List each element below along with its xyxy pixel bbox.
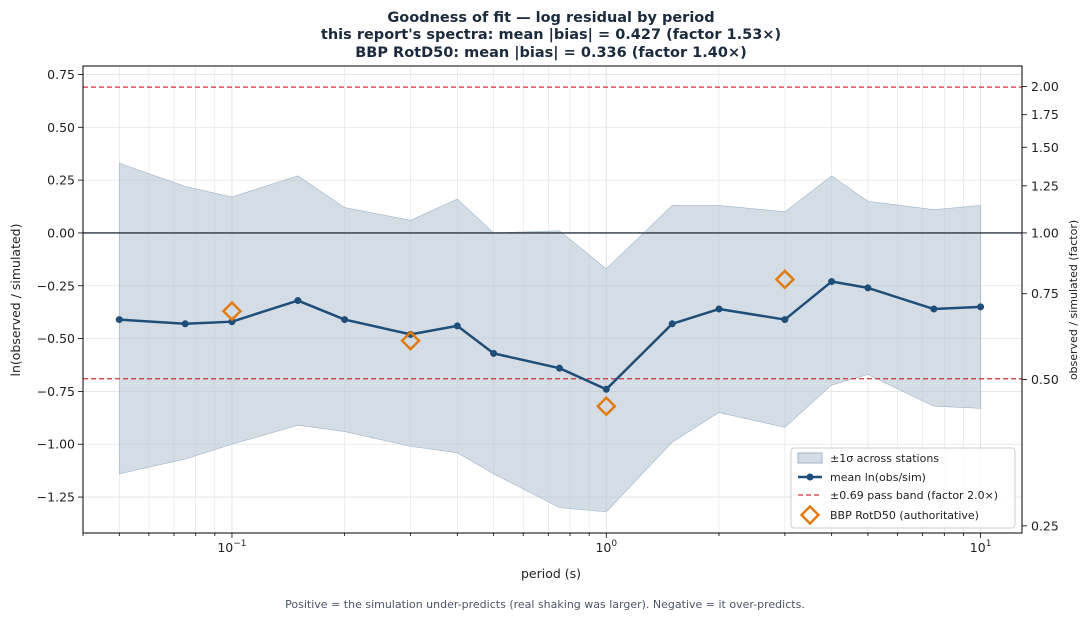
x-axis-ticks <box>82 533 982 538</box>
legend-label-sigma-band: ±1σ across stations <box>830 452 939 465</box>
y-tick-label: −0.25 <box>37 278 75 293</box>
mean-point <box>115 316 123 324</box>
x-tick-label: 101 <box>970 539 992 555</box>
mean-point <box>977 303 985 311</box>
y-tick-label: −0.50 <box>37 331 75 346</box>
y2-tick-label: 0.50 <box>1031 372 1059 387</box>
plot-frame <box>82 65 1023 534</box>
legend-label-mean: mean ln(obs/sim) <box>830 471 926 484</box>
legend: ±1σ across stations mean ln(obs/sim) ±0.… <box>790 447 1016 529</box>
legend-box <box>790 447 1016 529</box>
footnote: Positive = the simulation under-predicts… <box>285 598 805 611</box>
mean-point <box>781 316 789 324</box>
mean-point <box>181 320 189 328</box>
y2-tick-label: 1.75 <box>1031 107 1059 122</box>
y2-tick-label: 1.25 <box>1031 178 1059 193</box>
legend-swatch-sigma-band <box>797 452 823 464</box>
y2-tick-label: 1.50 <box>1031 140 1059 155</box>
y-tick-label: 0.00 <box>47 225 75 240</box>
x-tick-label: 10−1 <box>217 539 246 555</box>
mean-point <box>453 322 461 330</box>
y2-axis-ticks: 2.00 1.75 1.50 1.25 1.00 0.75 0.50 0.25 <box>1022 79 1059 533</box>
sigma-band <box>118 162 981 513</box>
y-tick-label: −1.25 <box>37 490 75 505</box>
sigma-band-layer <box>118 162 981 513</box>
y-tick-label: −1.00 <box>37 437 75 452</box>
y2-tick-label: 1.00 <box>1031 225 1059 240</box>
y2-axis-label: observed / simulated (factor) <box>1067 220 1080 380</box>
mean-point <box>864 284 872 292</box>
bbp-marker <box>774 269 796 290</box>
bbp-marker <box>221 300 243 322</box>
y2-tick-label: 2.00 <box>1031 79 1059 94</box>
mean-point <box>602 385 610 393</box>
y-tick-label: −0.75 <box>37 384 75 399</box>
chart-title-line-3: BBP RotD50: mean |bias| = 0.336 (factor … <box>355 45 746 61</box>
legend-marker-mean <box>806 473 814 481</box>
y2-tick-label: 0.25 <box>1031 518 1059 533</box>
legend-label-pass-band: ±0.69 pass band (factor 2.0×) <box>830 489 998 502</box>
mean-point <box>556 364 564 372</box>
reference-lines <box>83 86 1022 380</box>
x-axis-tick-labels: 10−1 100 101 <box>217 539 991 555</box>
y-tick-label: 0.50 <box>47 120 75 135</box>
y-tick-label: 0.75 <box>47 67 75 82</box>
chart-title: Goodness of fit — log residual by period… <box>321 10 781 61</box>
y-axis-label: ln(observed / simulated) <box>8 224 23 377</box>
y-axis-ticks: 0.75 0.50 0.25 0.00 −0.25 −0.50 −0.75 −1.00 −1.2… <box>37 67 83 505</box>
bbp-markers-layer <box>221 269 796 417</box>
mean-point <box>228 318 236 326</box>
chart-title-line-2: this report's spectra: mean |bias| = 0.4… <box>321 27 781 43</box>
mean-point <box>828 278 836 286</box>
chart-title-line-1: Goodness of fit — log residual by period <box>387 10 714 26</box>
mean-point <box>715 305 723 313</box>
mean-point <box>341 316 349 324</box>
bbp-marker <box>400 330 421 351</box>
x-axis-label: period (s) <box>521 566 581 581</box>
mean-series-layer <box>115 278 985 393</box>
mean-point <box>294 297 302 305</box>
x-tick-label: 100 <box>595 539 617 555</box>
legend-label-bbp: BBP RotD50 (authoritative) <box>830 509 979 522</box>
mean-point <box>930 305 938 313</box>
y2-tick-label: 0.75 <box>1031 286 1059 301</box>
legend-marker-bbp <box>799 504 821 526</box>
mean-point <box>490 349 498 357</box>
mean-point <box>668 320 676 328</box>
bbp-marker <box>596 395 617 417</box>
y-tick-label: 0.25 <box>47 173 75 188</box>
